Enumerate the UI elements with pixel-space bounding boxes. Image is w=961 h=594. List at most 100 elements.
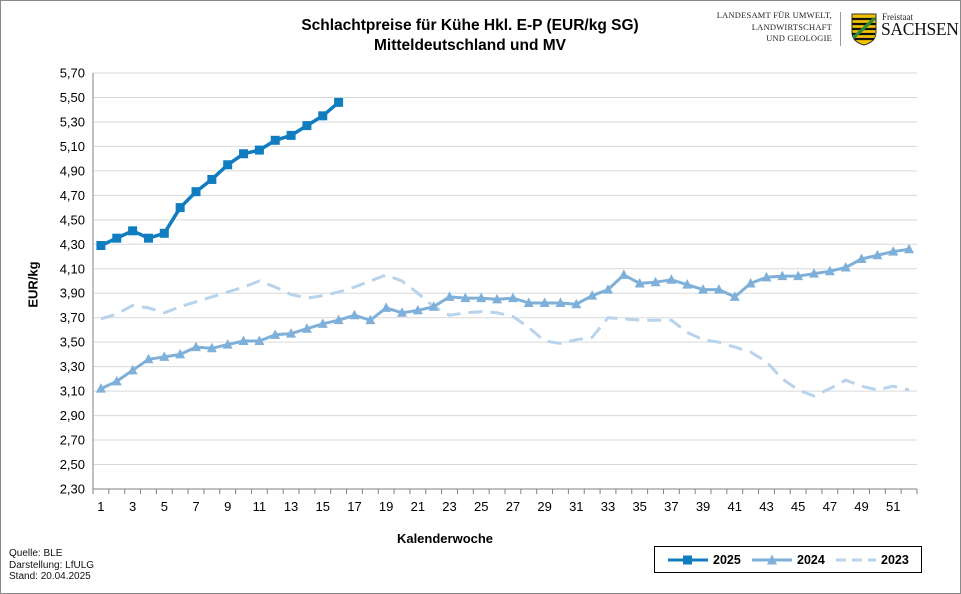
y-tick-label: 3,70 (60, 310, 85, 325)
data-point-2024 (286, 328, 297, 338)
legend-item-2024: 2024 (751, 547, 825, 572)
legend-item-2023: 2023 (835, 547, 909, 572)
data-point-2024 (111, 375, 122, 386)
data-point-2025 (286, 130, 296, 140)
credit-line: Darstellung: LfULG (9, 559, 95, 571)
data-point-2024 (159, 351, 170, 361)
series-line-2025 (99, 100, 341, 248)
y-tick-label: 2,90 (60, 408, 85, 423)
data-point-2024 (777, 270, 788, 281)
agency-line-1: LANDESAMT FÜR UMWELT, (716, 10, 832, 20)
logo-state-name: SACHSEN (881, 19, 959, 39)
x-tick-label: 49 (854, 499, 868, 514)
y-tick-label: 4,10 (60, 261, 85, 276)
data-point-2025 (302, 121, 312, 131)
x-tick-label: 1 (97, 499, 104, 514)
data-point-2024 (460, 292, 471, 303)
data-point-2025 (239, 149, 249, 159)
data-point-2024 (650, 276, 661, 287)
data-point-2024 (412, 304, 423, 315)
x-tick-label: 37 (664, 499, 678, 514)
x-tick-label: 25 (474, 499, 488, 514)
x-tick-label: 43 (759, 499, 773, 514)
x-tick-label: 51 (886, 499, 900, 514)
data-point-2024 (603, 284, 613, 294)
y-tick-label: 3,10 (60, 384, 85, 399)
x-tick-label: 31 (569, 499, 583, 514)
x-tick-label: 5 (161, 499, 168, 514)
x-tick-label: 3 (129, 499, 136, 514)
data-point-2024 (634, 277, 645, 288)
x-tick-label: 11 (253, 499, 267, 514)
data-point-2024 (824, 265, 835, 276)
series-line-2023 (100, 273, 910, 398)
data-point-2024 (349, 309, 360, 320)
data-point-2024 (254, 335, 265, 345)
y-tick-label: 4,70 (60, 188, 85, 203)
data-point-2024 (444, 291, 455, 301)
y-tick-label: 3,90 (60, 286, 85, 301)
legend: 2025 2024 2023 (654, 546, 922, 573)
y-tick-label: 5,10 (60, 139, 85, 154)
data-point-2025 (96, 241, 106, 251)
data-point-2024 (95, 383, 106, 393)
data-point-2024 (175, 348, 186, 359)
x-tick-label: 27 (506, 499, 520, 514)
data-point-2024 (191, 341, 201, 352)
logo-divider (840, 12, 841, 46)
legend-label: 2025 (713, 552, 741, 567)
data-point-2024 (317, 318, 328, 328)
data-point-2024 (270, 329, 281, 339)
data-point-2025 (112, 233, 122, 243)
data-point-2025 (334, 97, 344, 107)
data-point-2024 (872, 249, 883, 260)
data-point-2024 (507, 292, 518, 303)
x-tick-label: 41 (728, 499, 742, 514)
data-point-2024 (809, 268, 819, 278)
y-tick-label: 3,30 (60, 359, 85, 374)
y-tick-label: 5,70 (60, 66, 85, 81)
x-tick-label: 39 (696, 499, 710, 514)
data-point-2024 (476, 292, 487, 303)
x-tick-label: 29 (537, 499, 551, 514)
date-line: Stand: 20.04.2025 (9, 571, 91, 582)
x-axis-label: Kalenderwoche (396, 531, 494, 546)
saxony-coat-of-arms-icon (851, 13, 877, 46)
y-tick-label: 4,50 (60, 212, 85, 227)
legend-label: 2024 (797, 552, 825, 567)
x-tick-label: 15 (316, 499, 330, 514)
data-point-2025 (159, 228, 169, 238)
agency-line-3: UND GEOLOGIE (766, 33, 832, 43)
x-tick-label: 47 (823, 499, 837, 514)
data-point-2025 (175, 203, 185, 213)
legend-triangle-marker-icon (752, 554, 792, 564)
y-tick-label: 5,30 (60, 114, 85, 129)
agency-line-2: LANDWIRTSCHAFT (751, 21, 832, 32)
data-point-2024 (365, 314, 376, 325)
x-tick-label: 17 (347, 499, 361, 514)
x-tick-label: 33 (601, 499, 615, 514)
data-point-2024 (713, 284, 724, 294)
data-point-2024 (745, 277, 756, 288)
data-point-2024 (222, 339, 233, 349)
data-point-2024 (888, 246, 899, 256)
x-tick-label: 23 (442, 499, 456, 514)
data-point-2024 (428, 301, 439, 311)
data-point-2024 (238, 335, 249, 345)
y-axis-label: EUR/kg (25, 261, 41, 308)
chart-title: Schlachtpreise für Kühe Hkl. E-P (EUR/kg… (301, 17, 639, 34)
data-point-2025 (254, 145, 264, 155)
data-point-2024 (381, 302, 392, 312)
y-tick-label: 4,30 (60, 237, 85, 252)
data-point-2024 (618, 269, 629, 279)
data-point-2025 (191, 187, 201, 197)
data-point-2024 (571, 298, 582, 309)
data-point-2024 (587, 290, 598, 300)
chart-subtitle: Mitteldeutschland und MV (373, 37, 567, 54)
x-tick-label: 9 (224, 499, 231, 514)
x-tick-label: 19 (379, 499, 393, 514)
x-tick-label: 35 (632, 499, 646, 514)
data-point-2024 (492, 293, 503, 304)
legend-label: 2023 (881, 552, 909, 567)
data-point-2024 (206, 342, 217, 353)
